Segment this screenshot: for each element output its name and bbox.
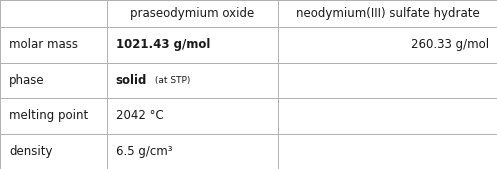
Text: 260.33 g/mol: 260.33 g/mol (412, 38, 490, 51)
Text: (at STP): (at STP) (152, 76, 190, 85)
Text: praseodymium oxide: praseodymium oxide (130, 7, 254, 20)
Text: 6.5 g/cm³: 6.5 g/cm³ (116, 145, 172, 158)
Text: melting point: melting point (9, 109, 88, 122)
Text: phase: phase (9, 74, 45, 87)
Text: molar mass: molar mass (9, 38, 78, 51)
Text: 2042 °C: 2042 °C (116, 109, 164, 122)
Text: density: density (9, 145, 53, 158)
Text: solid: solid (116, 74, 147, 87)
Text: neodymium(III) sulfate hydrate: neodymium(III) sulfate hydrate (296, 7, 480, 20)
Text: 1021.43 g/mol: 1021.43 g/mol (116, 38, 210, 51)
